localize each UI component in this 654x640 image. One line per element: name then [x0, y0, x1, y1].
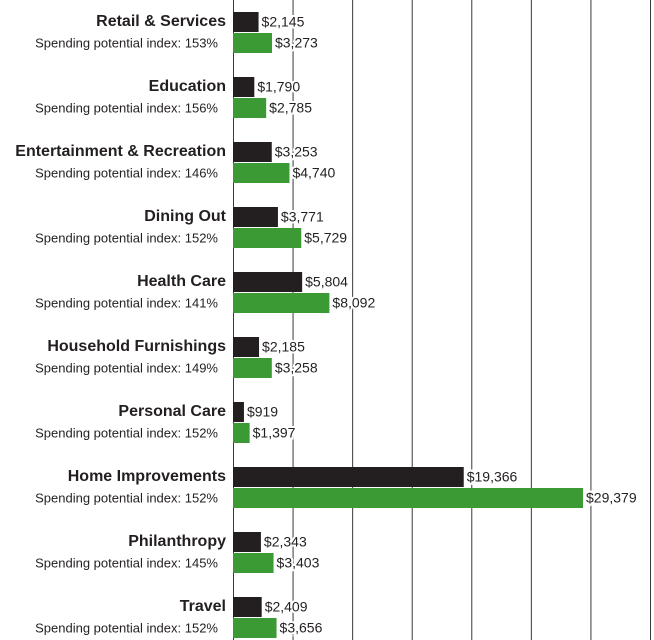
value-label: $1,397 [253, 425, 296, 441]
bar [233, 142, 272, 162]
value-label: $2,785 [269, 100, 312, 116]
bar [233, 488, 584, 508]
bar [233, 402, 244, 422]
value-label: $2,185 [262, 339, 305, 355]
category-label: Health Care [137, 273, 226, 290]
category-label: Dining Out [144, 208, 226, 225]
value-label: $3,253 [275, 144, 318, 160]
index-label: Spending potential index: 152% [35, 620, 218, 635]
category-label: Education [149, 78, 226, 95]
bar [233, 467, 464, 487]
bar [233, 618, 277, 638]
index-label: Spending potential index: 156% [35, 100, 218, 115]
bar [233, 98, 267, 118]
value-label: $19,366 [467, 469, 518, 485]
bar [233, 272, 303, 292]
value-label: $4,740 [292, 165, 335, 181]
bar [233, 337, 260, 357]
category-label: Entertainment & Recreation [15, 143, 226, 160]
category-label: Philanthropy [128, 533, 226, 550]
bar [233, 12, 259, 32]
category-label: Travel [180, 598, 226, 615]
bar [233, 423, 250, 443]
value-label: $29,379 [586, 490, 637, 506]
value-label: $3,403 [277, 555, 320, 571]
index-label: Spending potential index: 145% [35, 555, 218, 570]
index-label: Spending potential index: 152% [35, 230, 218, 245]
bar [233, 597, 262, 617]
value-label: $5,729 [304, 230, 347, 246]
value-label: $3,258 [275, 360, 318, 376]
bar [233, 228, 302, 248]
category-label: Household Furnishings [47, 338, 226, 355]
value-label: $3,771 [281, 209, 324, 225]
bar [233, 163, 290, 183]
index-label: Spending potential index: 149% [35, 360, 218, 375]
value-label: $3,656 [280, 620, 323, 636]
index-label: Spending potential index: 153% [35, 35, 218, 50]
category-label: Retail & Services [96, 13, 226, 30]
value-label: $2,343 [264, 534, 307, 550]
value-label: $1,790 [257, 79, 300, 95]
bar [233, 532, 261, 552]
index-label: Spending potential index: 152% [35, 490, 218, 505]
category-label: Personal Care [118, 403, 226, 420]
value-label: $2,409 [265, 599, 308, 615]
index-label: Spending potential index: 141% [35, 295, 218, 310]
value-label: $5,804 [305, 274, 348, 290]
category-label: Home Improvements [68, 468, 226, 485]
index-label: Spending potential index: 146% [35, 165, 218, 180]
value-label: $3,273 [275, 35, 318, 51]
bar [233, 293, 330, 313]
value-label: $8,092 [332, 295, 375, 311]
bar [233, 33, 272, 53]
bar [233, 358, 272, 378]
bar [233, 553, 274, 573]
bar [233, 77, 255, 97]
value-label: $919 [247, 404, 278, 420]
bar [233, 207, 278, 227]
value-label: $2,145 [262, 14, 305, 30]
index-label: Spending potential index: 152% [35, 425, 218, 440]
